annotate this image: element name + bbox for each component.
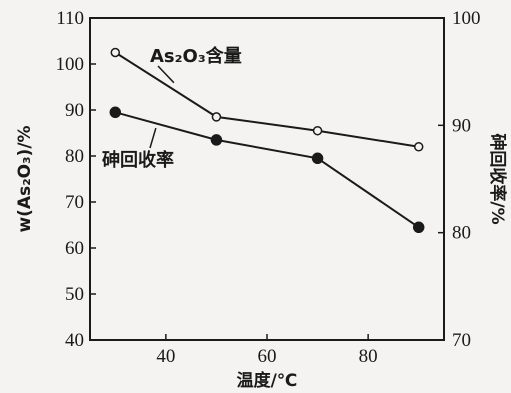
data-point-s1-3 xyxy=(412,221,425,234)
x-tick-label: 60 xyxy=(258,346,277,367)
left-y-axis-title: w(As₂O₃)/% xyxy=(15,125,35,232)
series-line-0 xyxy=(114,51,419,148)
left-tick-label: 40 xyxy=(65,330,84,351)
left-tick-label: 100 xyxy=(56,54,85,75)
annotations: As₂O₃含量 砷回收率 xyxy=(102,45,242,171)
x-axis-title: 温度/℃ xyxy=(237,370,298,391)
left-tick-label: 110 xyxy=(56,8,84,29)
right-y-ticks: 70 80 90 100 xyxy=(438,8,481,351)
annotation-leader-recovery xyxy=(149,127,157,149)
data-point-s0-3 xyxy=(413,142,424,152)
data-point-s0-0 xyxy=(110,47,121,58)
left-tick-label: 80 xyxy=(65,146,84,167)
x-tick-label: 40 xyxy=(156,346,175,367)
axes-frame xyxy=(89,17,445,341)
annotation-leader-as2o3 xyxy=(157,65,175,84)
left-y-ticks: 40 50 60 70 80 90 100 110 xyxy=(56,8,96,351)
data-point-s1-1 xyxy=(210,134,223,146)
left-tick-label: 70 xyxy=(65,192,84,213)
data-point-s0-2 xyxy=(312,125,323,136)
data-point-s1-2 xyxy=(311,152,324,165)
data-point-s0-1 xyxy=(211,112,222,122)
annotation-recovery: 砷回收率 xyxy=(102,149,174,171)
left-tick-label: 50 xyxy=(65,284,84,305)
right-tick-label: 100 xyxy=(452,8,481,29)
series-lines xyxy=(114,51,420,229)
right-tick-label: 90 xyxy=(452,115,471,136)
x-ticks: 40 60 80 xyxy=(156,334,378,367)
x-tick-label: 80 xyxy=(359,346,378,367)
series-line-1 xyxy=(115,111,420,229)
right-tick-label: 70 xyxy=(452,330,471,351)
right-y-axis-title: 砷回收率/% xyxy=(487,133,508,224)
annotation-as2o3: As₂O₃含量 xyxy=(150,45,242,67)
plot-frame xyxy=(89,17,445,341)
right-tick-label: 80 xyxy=(452,223,471,244)
left-tick-label: 90 xyxy=(65,100,84,121)
left-tick-label: 60 xyxy=(65,238,84,259)
series-points xyxy=(109,47,425,234)
data-point-s1-0 xyxy=(109,106,122,119)
